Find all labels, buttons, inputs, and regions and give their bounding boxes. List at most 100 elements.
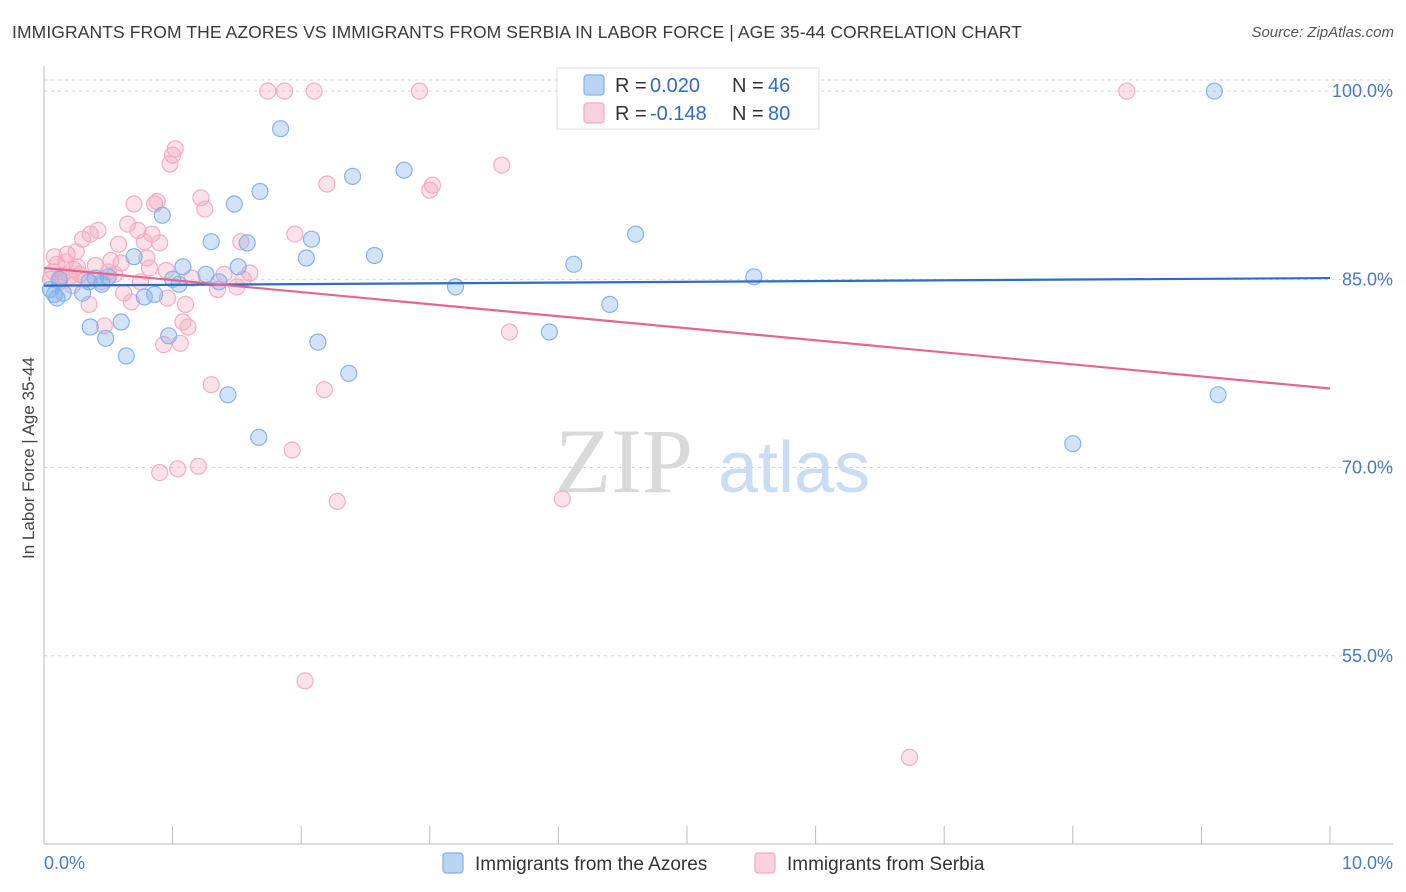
legend-n-label: N = <box>732 103 764 125</box>
point-azores <box>135 288 153 306</box>
point-azores <box>112 313 130 331</box>
point-serbia <box>410 82 429 100</box>
point-azores <box>99 268 117 286</box>
x-tick-label-max: 10.0% <box>1342 853 1393 873</box>
point-serbia <box>89 221 107 239</box>
point-azores <box>344 167 362 185</box>
y-tick-label: 85.0% <box>1342 269 1393 289</box>
point-serbia <box>283 441 301 459</box>
point-azores <box>50 270 69 288</box>
point-azores <box>309 333 327 351</box>
bottom-legend-label-serbia: Immigrants from Serbia <box>787 854 985 875</box>
point-azores <box>229 258 247 276</box>
point-serbia <box>125 195 143 213</box>
point-serbia <box>166 140 184 158</box>
point-azores <box>395 161 413 179</box>
legend-n-value: 80 <box>768 103 790 125</box>
bottom-legend-swatch-azores <box>442 852 464 874</box>
point-serbia <box>328 492 346 510</box>
point-azores <box>297 249 315 267</box>
point-serbia <box>95 317 114 335</box>
watermark-atlas: atlas <box>718 428 870 508</box>
point-serbia <box>259 82 277 100</box>
watermark-zip: ZIP <box>555 410 693 512</box>
point-azores <box>565 255 583 273</box>
point-azores <box>117 347 135 365</box>
point-azores <box>97 329 115 347</box>
point-serbia <box>202 376 220 394</box>
point-azores <box>160 327 178 345</box>
point-serbia <box>296 672 314 690</box>
point-serbia <box>151 464 169 482</box>
point-serbia <box>138 249 156 267</box>
point-azores <box>272 120 290 138</box>
point-serbia <box>45 248 63 266</box>
point-serbia <box>315 381 333 399</box>
point-serbia <box>102 251 120 270</box>
legend-r-label: R = <box>615 75 647 97</box>
bottom-legend: Immigrants from the Azores Immigrants fro… <box>442 852 985 875</box>
point-serbia <box>1118 82 1136 100</box>
point-azores <box>1209 386 1227 404</box>
point-serbia <box>553 490 571 508</box>
point-serbia <box>275 82 294 100</box>
gridlines <box>44 79 1394 657</box>
point-azores <box>210 273 228 291</box>
point-serbia <box>122 293 140 311</box>
y-tick-label: 70.0% <box>1342 458 1393 478</box>
point-serbia <box>423 176 441 194</box>
chart-title: IMMIGRANTS FROM THE AZORES VS IMMIGRANTS… <box>12 22 1022 42</box>
bottom-legend-swatch-serbia <box>754 852 776 874</box>
point-azores <box>1205 82 1223 100</box>
point-serbia <box>189 457 207 475</box>
point-serbia <box>151 234 169 252</box>
x-tick-label-min: 0.0% <box>44 853 85 873</box>
point-serbia <box>305 82 323 100</box>
point-azores <box>202 233 220 251</box>
point-azores <box>251 182 269 201</box>
point-serbia <box>493 156 511 174</box>
legend-swatch-serbia <box>583 102 605 124</box>
legend-r-label: R = <box>615 103 647 125</box>
point-azores <box>540 323 559 341</box>
point-serbia <box>109 235 128 253</box>
point-azores <box>250 428 268 446</box>
point-azores <box>54 284 72 302</box>
point-serbia <box>196 200 214 218</box>
point-serbia <box>318 175 336 193</box>
legend-n-value: 46 <box>768 75 790 97</box>
point-azores <box>225 195 243 213</box>
point-azores <box>601 295 619 313</box>
point-serbia <box>286 225 304 243</box>
legend-r-value: 0.020 <box>650 75 700 97</box>
point-azores <box>174 258 192 276</box>
axes: 100.0% 85.0% 70.0% 55.0% 0.0% 10.0% <box>43 66 1393 873</box>
y-tick-label: 55.0% <box>1342 646 1393 666</box>
point-azores <box>125 248 143 266</box>
y-tick-label: 100.0% <box>1332 81 1393 101</box>
trend-line-serbia <box>43 266 1331 390</box>
data-points <box>41 82 1227 767</box>
point-azores <box>626 225 645 243</box>
bottom-legend-label-azores: Immigrants from the Azores <box>475 854 707 875</box>
point-serbia <box>179 318 197 336</box>
point-azores <box>153 206 171 224</box>
point-serbia <box>118 215 137 233</box>
point-serbia <box>140 259 159 277</box>
point-serbia <box>900 748 919 767</box>
point-serbia <box>421 181 439 199</box>
point-azores <box>219 386 237 404</box>
point-azores <box>238 234 256 252</box>
legend-n-label: N = <box>732 75 764 97</box>
trend-lines <box>43 266 1331 390</box>
point-serbia <box>158 289 177 307</box>
point-azores <box>446 278 465 296</box>
point-serbia <box>192 189 210 207</box>
point-azores <box>365 246 384 265</box>
point-azores <box>340 364 358 382</box>
point-serbia <box>155 336 173 354</box>
chart-source: Source: ZipAtlas.com <box>1251 24 1394 41</box>
point-serbia <box>500 323 519 341</box>
trend-line-azores <box>43 276 1331 287</box>
